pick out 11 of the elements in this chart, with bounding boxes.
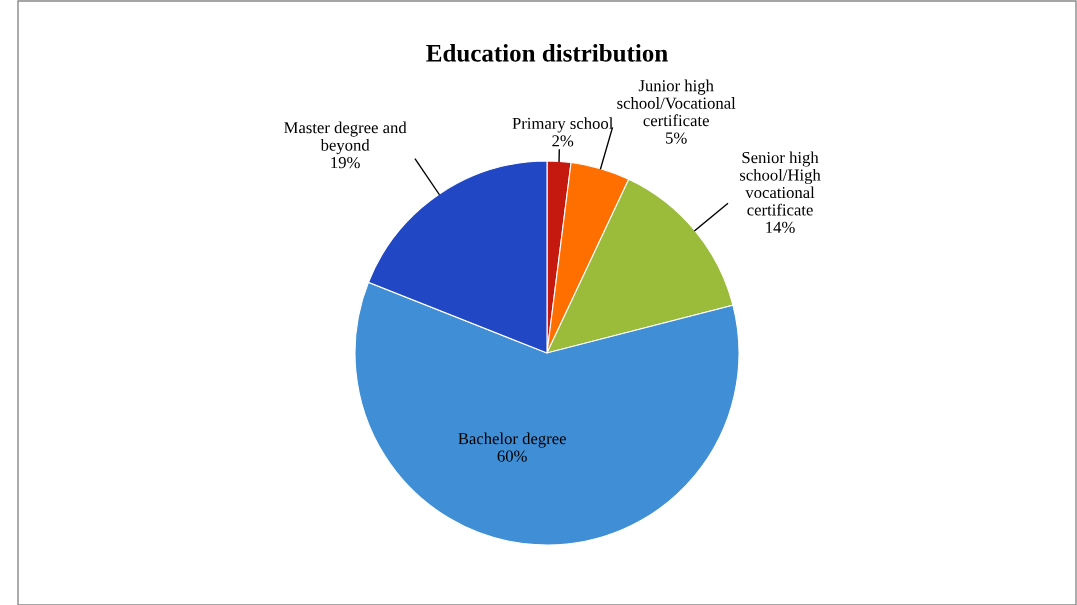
data-label: 5% xyxy=(666,132,687,144)
slice-label: Primary school xyxy=(512,117,614,133)
slice-label: Junior high school/Vocational certificate xyxy=(617,79,736,127)
data-label: 2% xyxy=(552,135,574,147)
slice-label: Senior high school/High vocational certificate xyxy=(740,151,821,216)
data-label: 14% xyxy=(766,221,795,234)
slice-label: Master degree and beyond xyxy=(284,121,407,155)
chart-title: Education distribution xyxy=(426,44,668,62)
data-label: 60% xyxy=(497,450,527,462)
slice-label: Bachelor degree xyxy=(458,432,566,448)
data-label: 19% xyxy=(331,156,360,169)
